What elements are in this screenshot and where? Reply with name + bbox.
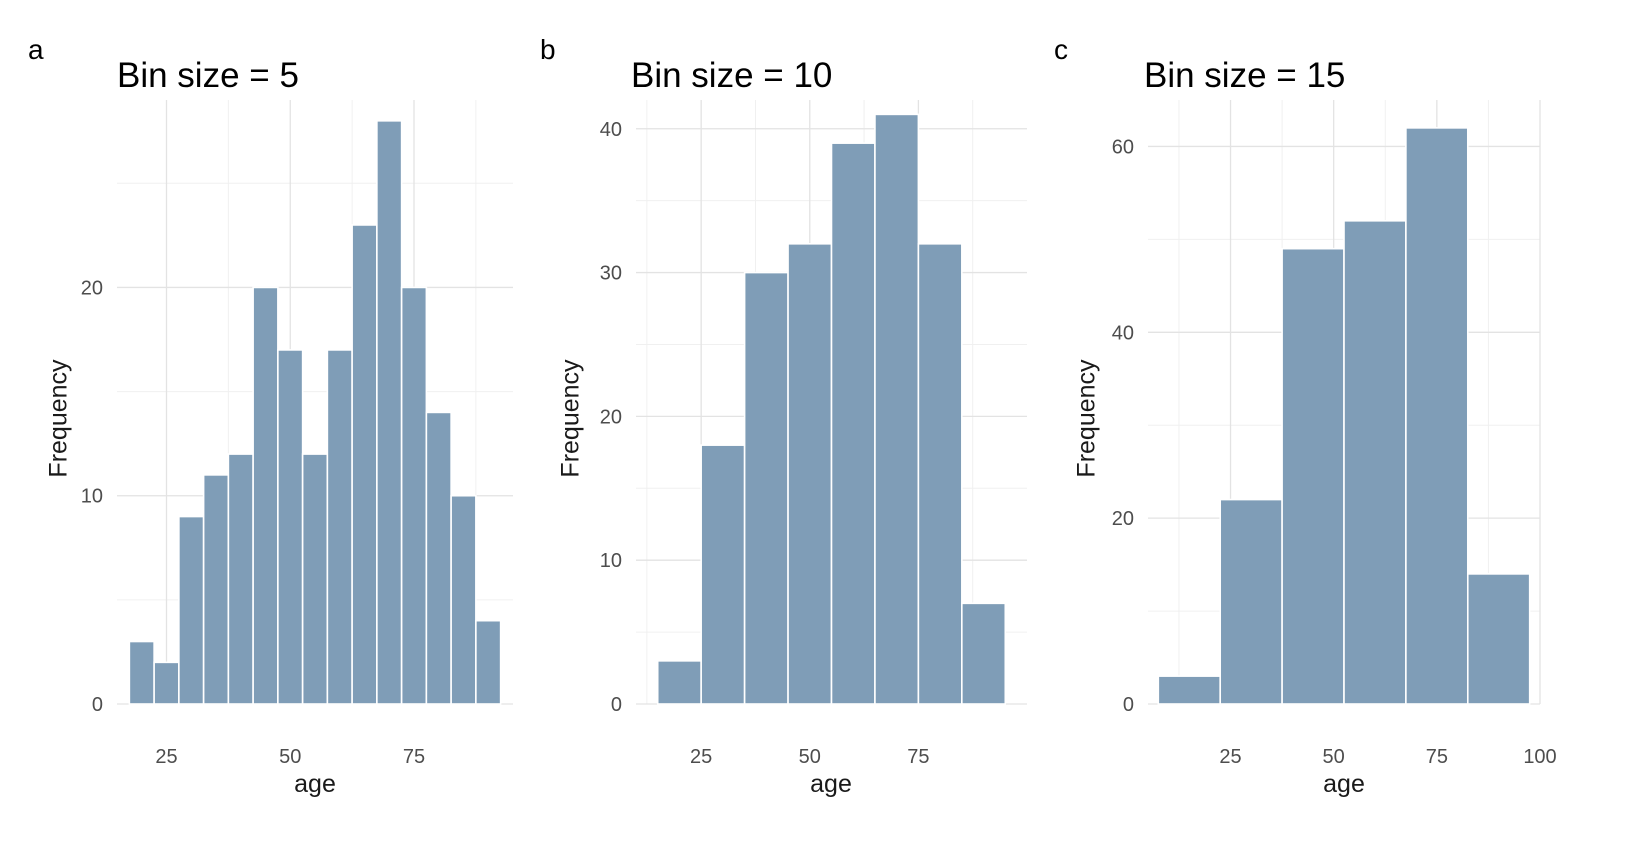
histogram-bar: [202, 474, 230, 705]
histogram-panel-a: a Bin size = 5 25 50 75 0 10 20 age Frequency: [0, 0, 544, 864]
panel-tag: c: [1054, 34, 1068, 65]
x-tick-label: 50: [1323, 746, 1345, 768]
y-tick-label: 10: [600, 550, 622, 572]
y-tick-label: 20: [600, 406, 622, 428]
histogram-bar: [153, 661, 180, 705]
x-tick-label: 25: [155, 746, 177, 768]
chart-title: Bin size = 5: [117, 56, 299, 95]
histogram-bar: [961, 602, 1007, 705]
chart-title: Bin size = 10: [631, 56, 833, 95]
y-tick-label: 0: [92, 694, 103, 716]
histogram-bar: [425, 411, 452, 705]
x-tick-label: 25: [1219, 746, 1241, 768]
plot-area: 25 50 75 0 10 20 30 40: [600, 100, 1027, 768]
histogram-bar: [227, 453, 254, 705]
y-axis-label: Frequency: [1072, 359, 1101, 478]
x-tick-label: 75: [907, 746, 929, 768]
x-axis-label: age: [1323, 770, 1365, 798]
histogram-bar: [277, 349, 304, 705]
plot-area: 25 50 75 100 0 20 40 60: [1112, 100, 1557, 768]
histogram-bar: [656, 660, 702, 705]
histogram-bar: [1281, 247, 1345, 705]
y-axis-label: Frequency: [556, 359, 585, 478]
histogram-bar: [252, 286, 279, 705]
y-tick-label: 20: [1112, 508, 1134, 530]
histogram-bar: [475, 619, 502, 705]
histogram-bar: [450, 494, 477, 705]
histogram-bar: [1466, 573, 1531, 705]
panel-tag: b: [540, 34, 556, 65]
x-tick-label: 75: [403, 746, 425, 768]
histogram-bar: [1157, 675, 1222, 705]
y-tick-label: 60: [1112, 136, 1134, 158]
x-tick-label: 75: [1426, 746, 1448, 768]
histogram-bar: [743, 271, 789, 705]
y-tick-label: 0: [611, 694, 622, 716]
x-tick-label: 50: [279, 746, 301, 768]
histogram-bar: [1219, 498, 1283, 705]
histogram-bar: [917, 243, 963, 705]
histogram-bar: [326, 349, 353, 705]
histogram-bar: [874, 113, 920, 705]
histogram-bar: [787, 243, 833, 705]
histogram-bar: [128, 640, 155, 705]
histogram-bar: [830, 142, 876, 705]
chart-title: Bin size = 15: [1144, 56, 1346, 95]
histogram-bar: [178, 515, 205, 705]
panel-tag: a: [28, 34, 44, 65]
x-tick-label: 100: [1523, 746, 1556, 768]
y-tick-label: 40: [1112, 322, 1134, 344]
y-tick-label: 40: [600, 119, 622, 141]
histogram-bar: [351, 224, 378, 705]
y-tick-label: 20: [81, 277, 103, 299]
histogram-bar: [400, 286, 428, 705]
y-tick-label: 0: [1123, 694, 1134, 716]
x-axis-label: age: [810, 770, 852, 798]
histogram-panel-b: b Bin size = 10 25 50 75 0 10 20 30 40 age Freq…: [514, 0, 1058, 864]
histogram-bar: [1405, 127, 1469, 705]
histogram-panel-c: c Bin size = 15 25 50 75 100 0 20 40 60 age Fre…: [1028, 0, 1572, 864]
histogram-bar: [700, 444, 746, 705]
histogram-bar: [376, 120, 403, 705]
plot-area: 25 50 75 0 10 20: [81, 100, 513, 768]
histogram-bar: [301, 453, 329, 705]
x-tick-label: 50: [799, 746, 821, 768]
histogram-bar: [1343, 220, 1407, 705]
y-tick-label: 30: [600, 263, 622, 285]
x-axis-label: age: [294, 770, 336, 798]
y-tick-label: 10: [81, 486, 103, 508]
y-axis-label: Frequency: [44, 359, 73, 478]
x-tick-label: 25: [690, 746, 712, 768]
